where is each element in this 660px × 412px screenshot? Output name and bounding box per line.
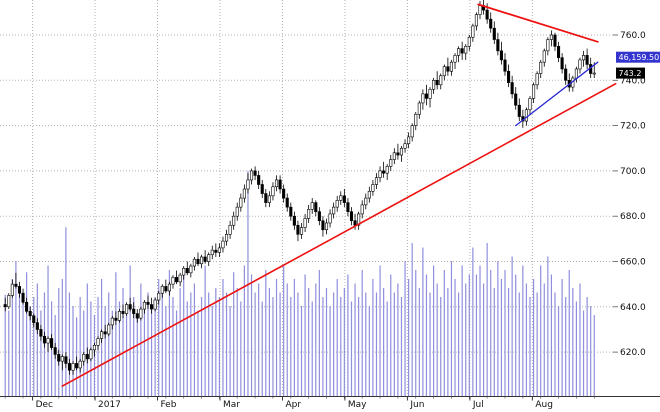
y-axis: 760.0 740.0 720.0 700.0 680.0 660.0 640.0 620.0 <box>613 31 646 358</box>
last-price-tag: 743.2 <box>616 67 645 79</box>
y-axis-price-label: 700.0 <box>620 167 646 177</box>
x-axis-month-label: Apr <box>286 400 302 410</box>
y-axis-price-label: 620.0 <box>620 348 646 358</box>
y-axis-price-label: 680.0 <box>620 212 646 222</box>
svg-text:46,159.50: 46,159.50 <box>619 53 660 62</box>
x-axis-month-label: Mar <box>223 400 240 410</box>
descending-resistance-trendline <box>477 3 599 43</box>
candlestick-series <box>3 0 596 375</box>
y-axis-price-label: 760.0 <box>620 31 646 41</box>
x-axis-month-label: 2017 <box>98 400 121 410</box>
x-axis-month-label: Jun <box>409 400 424 410</box>
volume-bar-series <box>4 171 595 396</box>
y-axis-price-label: 640.0 <box>620 303 646 313</box>
x-axis-month-label: Dec <box>36 400 53 410</box>
svg-text:743.2: 743.2 <box>619 69 642 78</box>
indicator-value-tag: 46,159.50 <box>616 51 660 63</box>
y-axis-price-label: 660.0 <box>620 258 646 268</box>
rising-support-trendline <box>61 82 617 387</box>
x-axis-month-label: Jul <box>472 400 484 410</box>
y-axis-price-label: 720.0 <box>620 122 646 132</box>
x-axis-month-label: Aug <box>535 400 553 410</box>
x-axis: Dec 2017 Feb Mar Apr May Jun Jul Aug <box>0 396 660 410</box>
y-axis-price-label: 740.0 <box>620 76 646 86</box>
x-axis-month-label: May <box>348 400 367 410</box>
x-axis-month-label: Feb <box>161 400 177 410</box>
rising-pennant-trendline <box>515 61 599 127</box>
